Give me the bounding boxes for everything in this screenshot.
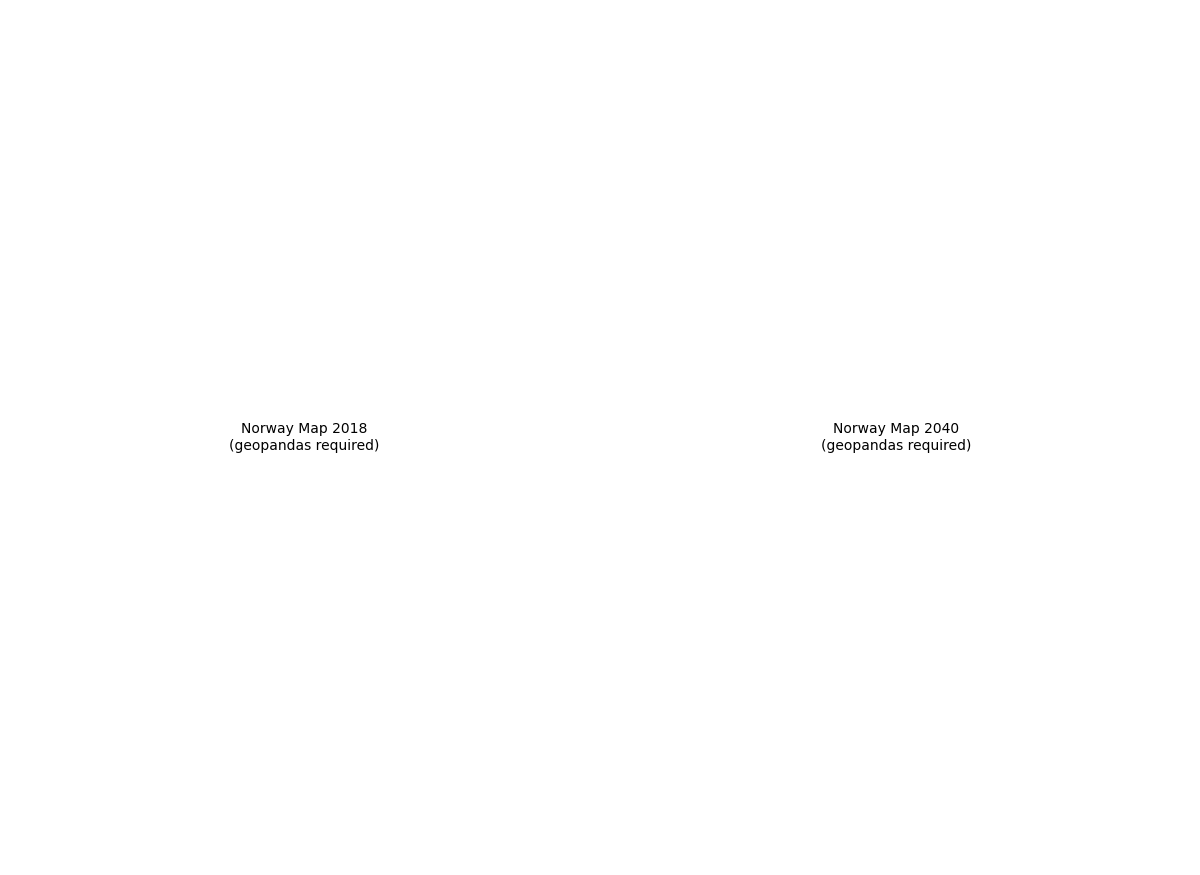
Text: Norway Map 2018
(geopandas required): Norway Map 2018 (geopandas required) bbox=[228, 423, 379, 452]
Text: Norway Map 2040
(geopandas required): Norway Map 2040 (geopandas required) bbox=[821, 423, 972, 452]
